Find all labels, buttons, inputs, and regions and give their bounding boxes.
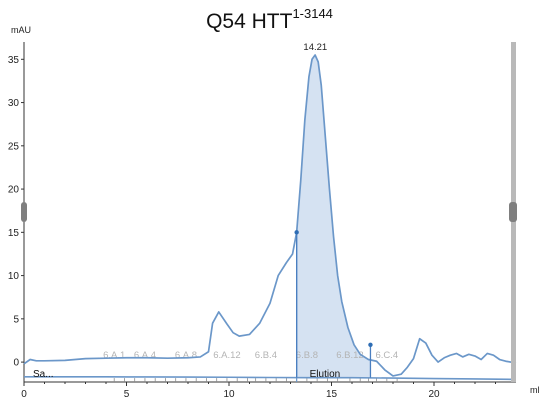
- integration-marker-dot: [294, 230, 299, 235]
- x-tick-label: 5: [124, 389, 130, 400]
- y-tick-label: 10: [8, 271, 20, 282]
- y-tick-label: 15: [8, 228, 20, 239]
- left-cursor-handle: [21, 202, 27, 222]
- x-tick-label: 10: [223, 389, 235, 400]
- y-tick-label: 5: [13, 314, 19, 325]
- chart-title-superscript: 1-3144: [292, 6, 333, 21]
- sample-event-label: Sa...: [33, 369, 54, 380]
- fraction-label: 6.B.8: [296, 350, 318, 361]
- peak-area-fill: [296, 54, 371, 378]
- baseline-line: [24, 376, 517, 381]
- y-tick-label: 0: [13, 358, 19, 369]
- y-axis-label: mAU: [11, 25, 31, 35]
- fraction-label: 6.B.12: [336, 350, 363, 361]
- x-tick-label: 0: [21, 389, 27, 400]
- integration-marker-dot: [368, 342, 373, 347]
- x-tick-label: 15: [326, 389, 338, 400]
- peak-label: 14.21: [303, 42, 327, 53]
- right-cursor-handle: [509, 202, 517, 222]
- fraction-label: 6.A.4: [134, 350, 156, 361]
- fraction-label: 6.C.4: [375, 350, 398, 361]
- y-tick-label: 20: [8, 185, 20, 196]
- y-tick-label: 25: [8, 141, 20, 152]
- fraction-label: 6.A.1: [103, 350, 125, 361]
- x-axis-label: ml: [530, 385, 539, 395]
- uv-trace-line: [23, 54, 517, 377]
- y-tick-label: 30: [8, 98, 20, 109]
- x-tick-label: 20: [428, 389, 440, 400]
- elution-event-label: Elution: [310, 369, 341, 380]
- fraction-label: 6.A.8: [175, 350, 197, 361]
- chart-title: Q54 HTT1-3144: [206, 6, 333, 33]
- y-tick-label: 35: [8, 55, 20, 66]
- fraction-label: 6.B.4: [255, 350, 277, 361]
- fraction-label: 6.A.12: [213, 350, 240, 361]
